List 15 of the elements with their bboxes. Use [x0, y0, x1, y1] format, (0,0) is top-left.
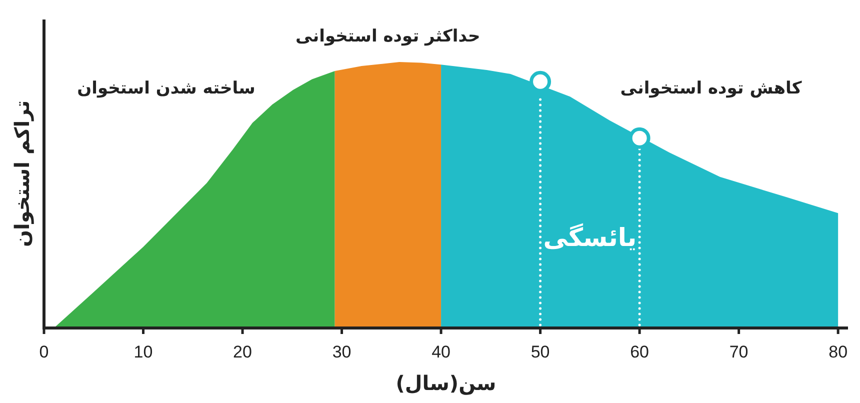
- annotation: یائسگی: [543, 223, 637, 252]
- x-tick-label: 80: [828, 342, 848, 362]
- x-tick-label: 30: [332, 342, 352, 362]
- x-tick-label: 40: [432, 342, 450, 362]
- x-tick-label: 60: [630, 342, 650, 362]
- x-tick-label: 10: [134, 342, 153, 362]
- series-label: کاهش توده استخوانی: [620, 78, 802, 99]
- series-label: ساخته شدن استخوان: [77, 78, 256, 99]
- y-axis-title: تراکم استخوان: [10, 100, 34, 248]
- x-tick-label: 20: [233, 342, 252, 362]
- x-axis-title: سن(سال): [396, 371, 496, 395]
- series-label: حداکثر توده استخوانی: [296, 26, 480, 47]
- x-tick-label: 0: [39, 342, 49, 362]
- x-tick-label: 70: [729, 342, 748, 362]
- x-tick-label: 50: [530, 342, 550, 362]
